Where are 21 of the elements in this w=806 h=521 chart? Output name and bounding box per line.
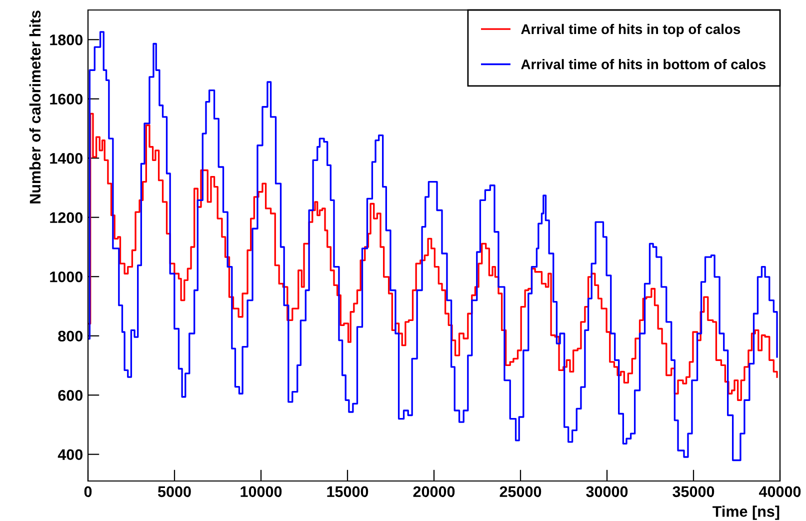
y-tick-label: 400 [58, 449, 83, 460]
x-tick-label: 20000 [413, 486, 455, 498]
y-tick-label: 1600 [50, 94, 83, 105]
y-tick-label: 1400 [50, 152, 83, 164]
x-tick-label: 35000 [672, 486, 714, 498]
x-tick-label: 10000 [240, 486, 282, 498]
y-tick-label: 600 [58, 390, 83, 401]
x-axis-title: Time [ns] [712, 506, 780, 520]
legend-label: Arrival time of hits in bottom of calos [521, 59, 766, 70]
x-tick-label: 25000 [500, 486, 542, 498]
legend-label: Arrival time of hits in top of calos [521, 24, 740, 37]
x-tick-label: 0 [84, 486, 92, 498]
y-tick-label: 800 [58, 330, 83, 342]
x-tick-label: 30000 [586, 486, 628, 498]
y-tick-label: 1000 [50, 271, 83, 282]
x-tick-label: 15000 [327, 486, 368, 498]
y-tick-label: 1800 [50, 34, 83, 46]
y-tick-label: 1200 [50, 212, 83, 224]
x-tick-label: 5000 [158, 486, 191, 498]
y-axis-title: Number of calorimeter hits [29, 10, 41, 204]
x-tick-label: 40000 [758, 486, 801, 498]
